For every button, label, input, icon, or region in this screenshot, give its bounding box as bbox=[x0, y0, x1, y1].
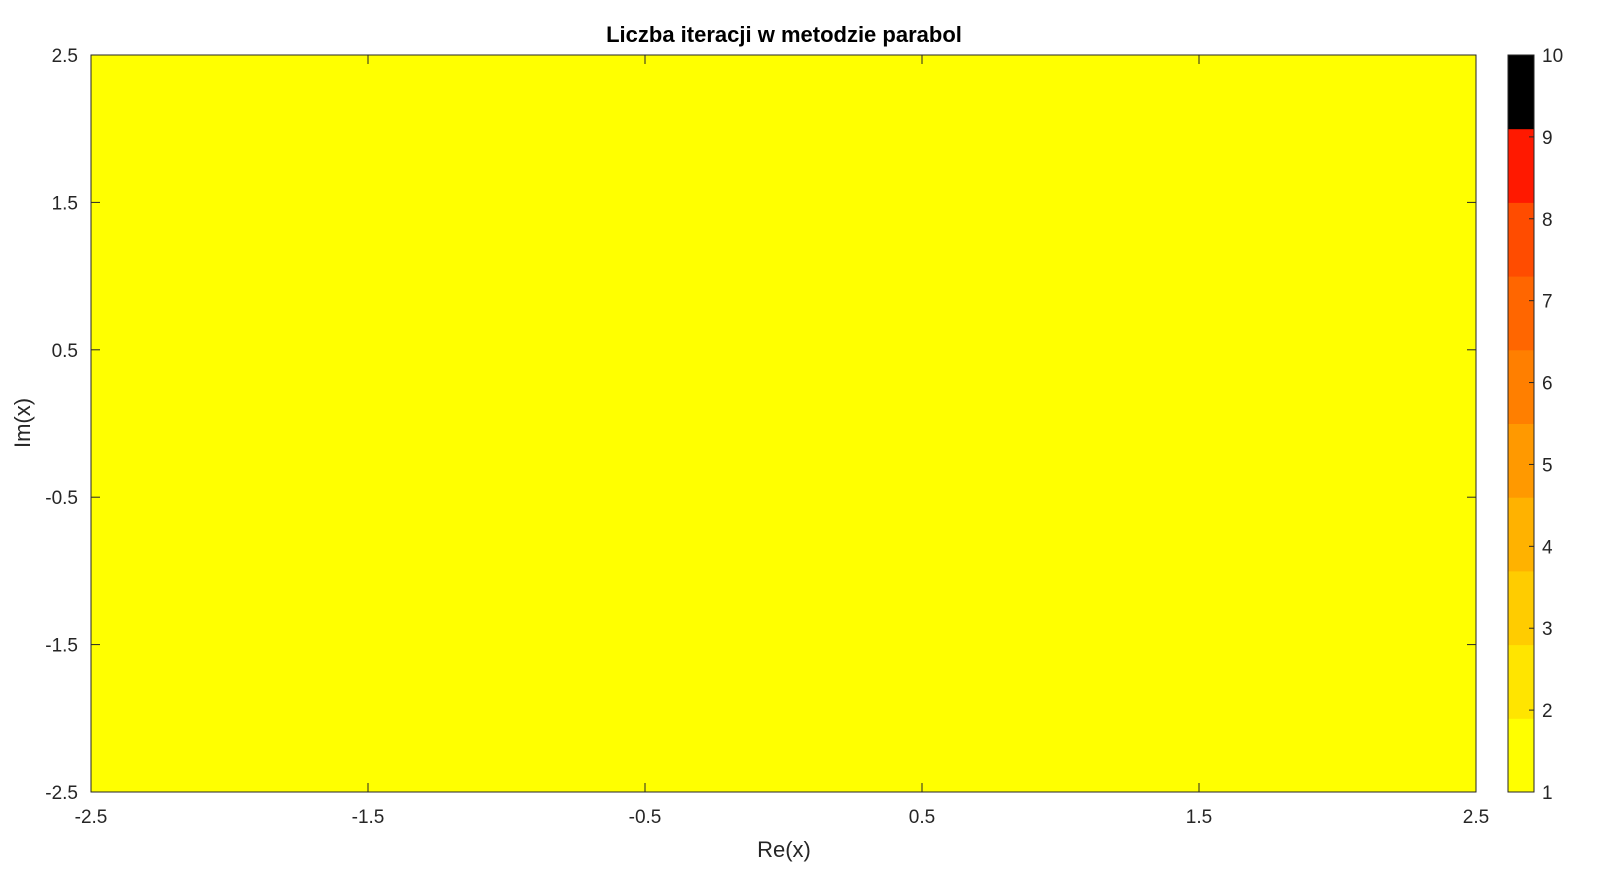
x-tick-label: -2.5 bbox=[75, 807, 108, 828]
colorbar: 1 2 3 4 5 6 7 8 9 10 bbox=[1507, 46, 1563, 804]
colorbar-segment bbox=[1508, 55, 1534, 130]
colorbar-segment bbox=[1508, 349, 1534, 424]
colorbar-segment bbox=[1508, 644, 1534, 719]
y-tick-label: 2.5 bbox=[52, 46, 78, 67]
y-axis-label: Im(x) bbox=[10, 398, 35, 448]
colorbar-tick-label: 9 bbox=[1542, 128, 1553, 149]
plot-area: -2.5 -1.5 -0.5 0.5 1.5 2.5 -2.5 -1.5 -0.5 0.5 1.5… bbox=[45, 46, 1489, 828]
y-axis-ticks: -2.5 -1.5 -0.5 0.5 1.5 2.5 bbox=[45, 46, 1476, 804]
colorbar-segment bbox=[1508, 497, 1534, 572]
colorbar-ticks: 1 2 3 4 5 6 7 8 9 10 bbox=[1529, 46, 1563, 804]
x-tick-label: 0.5 bbox=[909, 807, 935, 828]
heatmap-fill bbox=[91, 55, 1476, 792]
x-tick-label: -0.5 bbox=[629, 807, 662, 828]
y-tick-label: -0.5 bbox=[45, 488, 78, 509]
y-tick-label: 0.5 bbox=[52, 341, 78, 362]
y-tick-label: -2.5 bbox=[45, 783, 78, 804]
colorbar-segment bbox=[1508, 423, 1534, 498]
colorbar-segment bbox=[1508, 276, 1534, 351]
colorbar-segment bbox=[1508, 202, 1534, 277]
x-tick-label: 2.5 bbox=[1463, 807, 1489, 828]
colorbar-frame bbox=[1507, 54, 1535, 793]
colorbar-segment bbox=[1508, 128, 1534, 203]
colorbar-tick-label: 3 bbox=[1542, 619, 1553, 640]
plot-frame bbox=[90, 54, 1477, 793]
colorbar-tick-label: 6 bbox=[1542, 374, 1553, 395]
colorbar-segment bbox=[1508, 570, 1534, 646]
x-axis-ticks: -2.5 -1.5 -0.5 0.5 1.5 2.5 bbox=[75, 55, 1489, 828]
colorbar-tick-label: 7 bbox=[1542, 292, 1553, 313]
colorbar-tick-label: 2 bbox=[1542, 701, 1553, 722]
colorbar-tick-label: 4 bbox=[1542, 537, 1553, 558]
x-tick-label: -1.5 bbox=[352, 807, 385, 828]
y-tick-label: 1.5 bbox=[52, 193, 78, 214]
chart-title: Liczba iteracji w metodzie parabol bbox=[606, 22, 962, 47]
colorbar-segments bbox=[1508, 55, 1534, 793]
x-axis-label: Re(x) bbox=[757, 837, 811, 862]
colorbar-tick-label: 8 bbox=[1542, 210, 1553, 231]
colorbar-tick-label: 1 bbox=[1542, 783, 1553, 804]
colorbar-tick-label: 5 bbox=[1542, 455, 1553, 476]
y-tick-label: -1.5 bbox=[45, 636, 78, 657]
colorbar-tick-label: 10 bbox=[1542, 46, 1563, 67]
x-tick-label: 1.5 bbox=[1186, 807, 1212, 828]
colorbar-segment bbox=[1508, 718, 1534, 793]
